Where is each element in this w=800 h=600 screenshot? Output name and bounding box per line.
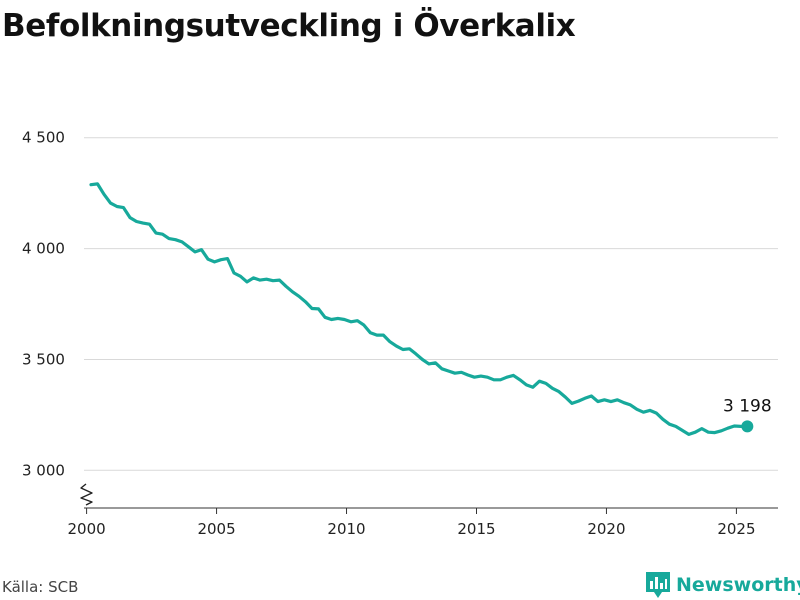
end-value-label: 3 198 <box>723 396 772 416</box>
series-line <box>89 182 749 436</box>
x-tick-label: 2005 <box>197 520 235 538</box>
newsworthy-logo-icon <box>646 572 670 598</box>
newsworthy-brand[interactable]: Newsworthy <box>645 570 800 600</box>
end-point <box>741 420 754 433</box>
x-tick-label: 2025 <box>717 520 755 538</box>
chart-title: Befolkningsutveckling i Överkalix <box>2 8 576 44</box>
x-tick-labels: 2000 2005 2010 2015 2020 2025 <box>68 520 756 538</box>
brand-name: Newsworthy <box>676 574 800 596</box>
x-tick-label: 2020 <box>587 520 625 538</box>
y-tick-labels: 3 000 3 500 4 000 4 500 <box>22 129 65 480</box>
y-tick-label: 4 000 <box>22 240 65 258</box>
y-gridlines <box>84 137 778 471</box>
y-tick-label: 3 500 <box>22 350 65 368</box>
source-note: Källa: SCB <box>2 578 79 596</box>
x-axis <box>84 507 778 514</box>
y-tick-label: 3 000 <box>22 461 65 479</box>
x-tick-label: 2010 <box>327 520 365 538</box>
series-layer <box>89 182 749 436</box>
y-tick-label: 4 500 <box>22 129 65 147</box>
end-value-layer: 3 198 <box>723 396 772 433</box>
axis-break-zigzag <box>80 483 93 506</box>
x-tick-label: 2015 <box>457 520 495 538</box>
x-tick-label: 2000 <box>68 520 106 538</box>
y-axis-break-icon <box>80 483 93 506</box>
